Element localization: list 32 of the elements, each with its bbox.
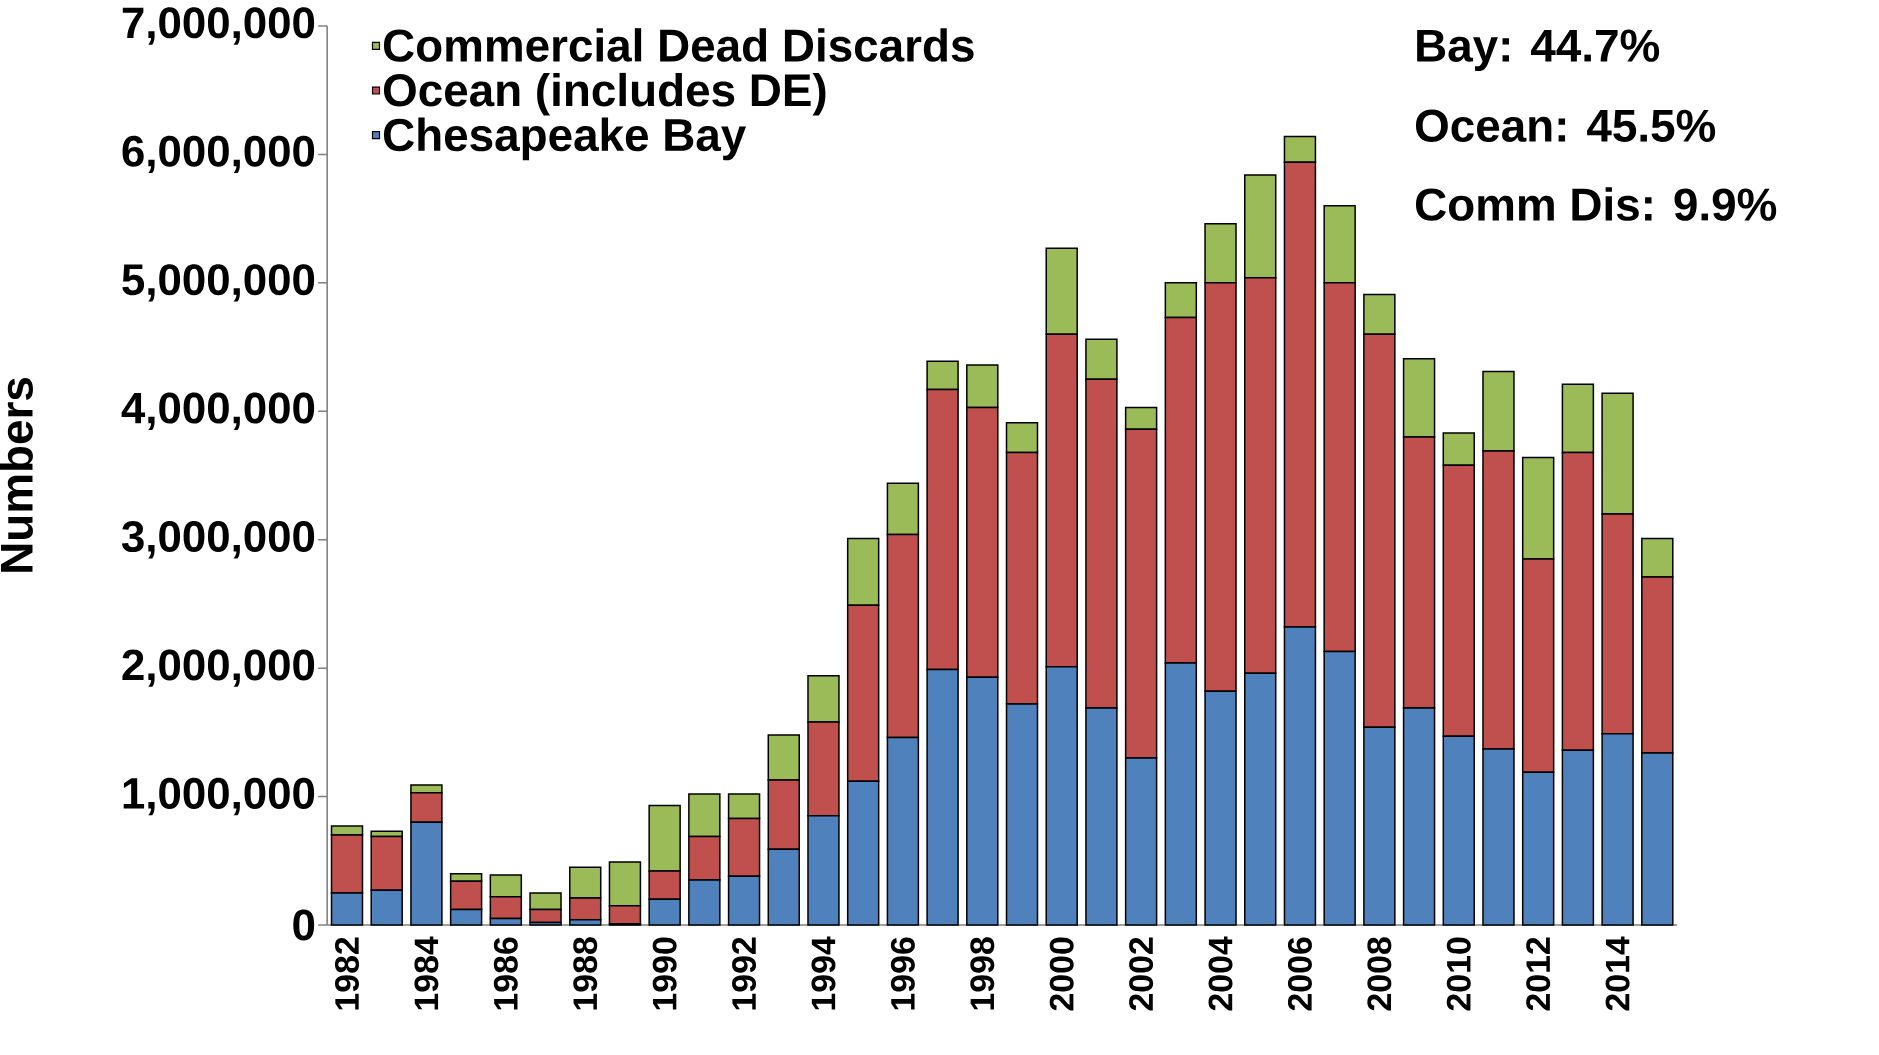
y-tick-label: 2,000,000: [122, 649, 315, 687]
x-tick-label: 1982: [335, 937, 359, 1010]
x-tick-label: 2012: [1526, 937, 1551, 1011]
y-tick-label: 5,000,000: [122, 264, 315, 302]
legend-label: Commercial Dead Discards: [383, 28, 974, 62]
annotation: Comm Dis: 9.9%: [1415, 187, 1777, 221]
legend-label: Ocean (includes DE): [383, 72, 826, 116]
x-tick-label: 1994: [811, 936, 836, 1010]
x-tick-label: 1996: [890, 937, 915, 1010]
annotation: Bay: 44.7%: [1417, 29, 1660, 71]
y-tick-label: 1,000,000: [123, 777, 315, 816]
x-tick-label: 2002: [1129, 937, 1154, 1011]
x-tick-label: 2006: [1287, 937, 1312, 1011]
y-tick-label: 7,000,000: [122, 7, 315, 45]
x-tick-label: 2014: [1605, 936, 1630, 1011]
x-tick-label: 1988: [573, 937, 598, 1010]
x-tick-label: 2004: [1208, 936, 1233, 1011]
y-tick-label: 0: [293, 909, 315, 941]
y-tick-label: 6,000,000: [122, 135, 315, 174]
x-tick-label: 1986: [493, 937, 518, 1010]
y-tick-label: 4,000,000: [121, 392, 315, 430]
x-tick-label: 2000: [1049, 937, 1074, 1011]
x-tick-label: 1992: [732, 937, 757, 1010]
x-tick-label: 1984: [414, 936, 439, 1010]
y-axis-title: Numbers: [0, 378, 33, 572]
y-tick-label: 3,000,000: [121, 521, 315, 559]
x-tick-label: 1998: [970, 937, 995, 1010]
legend-label: Chesapeake Bay: [383, 117, 747, 161]
annotation: Ocean: 45.5%: [1415, 109, 1716, 143]
x-tick-label: 2008: [1367, 937, 1392, 1011]
x-tick-label: 1990: [652, 937, 677, 1010]
x-tick-label: 2010: [1446, 937, 1471, 1011]
